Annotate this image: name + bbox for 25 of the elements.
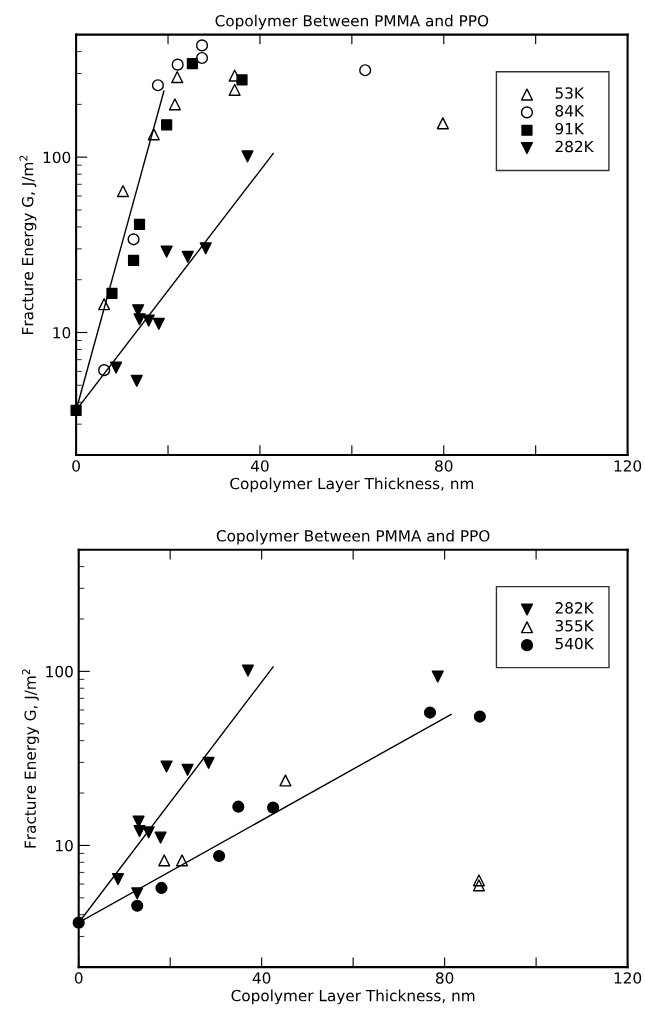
x-tick-label: 0 bbox=[74, 972, 83, 984]
x-tick-label: 80 bbox=[435, 972, 454, 984]
legend-label: 91K bbox=[555, 122, 585, 135]
y-tick-label: 100 bbox=[46, 665, 73, 678]
x-axis-title: Copolymer Layer Thickness, nm bbox=[230, 477, 474, 493]
x-tick-label: 120 bbox=[614, 972, 642, 984]
legend-label: 282K bbox=[555, 602, 595, 614]
legend-label: 540K bbox=[555, 637, 595, 650]
x-tick-label: 80 bbox=[435, 460, 453, 472]
legend-label: 53K bbox=[555, 87, 585, 99]
x-axis-title: Copolymer Layer Thickness, nm bbox=[231, 989, 475, 1005]
legend-label: 282K bbox=[555, 140, 594, 153]
chart-title: Copolymer Between PMMA and PPO bbox=[215, 14, 489, 30]
y-axis-title: Fracture Energy G, J/m$^{2}$ bbox=[19, 155, 37, 334]
legend-label: 84K bbox=[555, 105, 585, 117]
y-tick-label: 10 bbox=[56, 839, 73, 852]
y-tick-label: 10 bbox=[53, 326, 71, 339]
x-tick-label: 0 bbox=[72, 460, 80, 472]
y-tick-label: 100 bbox=[43, 151, 71, 164]
x-tick-label: 120 bbox=[614, 460, 642, 472]
x-tick-label: 40 bbox=[250, 460, 269, 472]
chart-title: Copolymer Between PMMA and PPO bbox=[216, 529, 490, 545]
x-tick-label: 40 bbox=[252, 972, 271, 984]
y-axis-title: Fracture Energy G, J/m$^{2}$ bbox=[22, 669, 39, 848]
legend-label: 355K bbox=[555, 619, 595, 632]
